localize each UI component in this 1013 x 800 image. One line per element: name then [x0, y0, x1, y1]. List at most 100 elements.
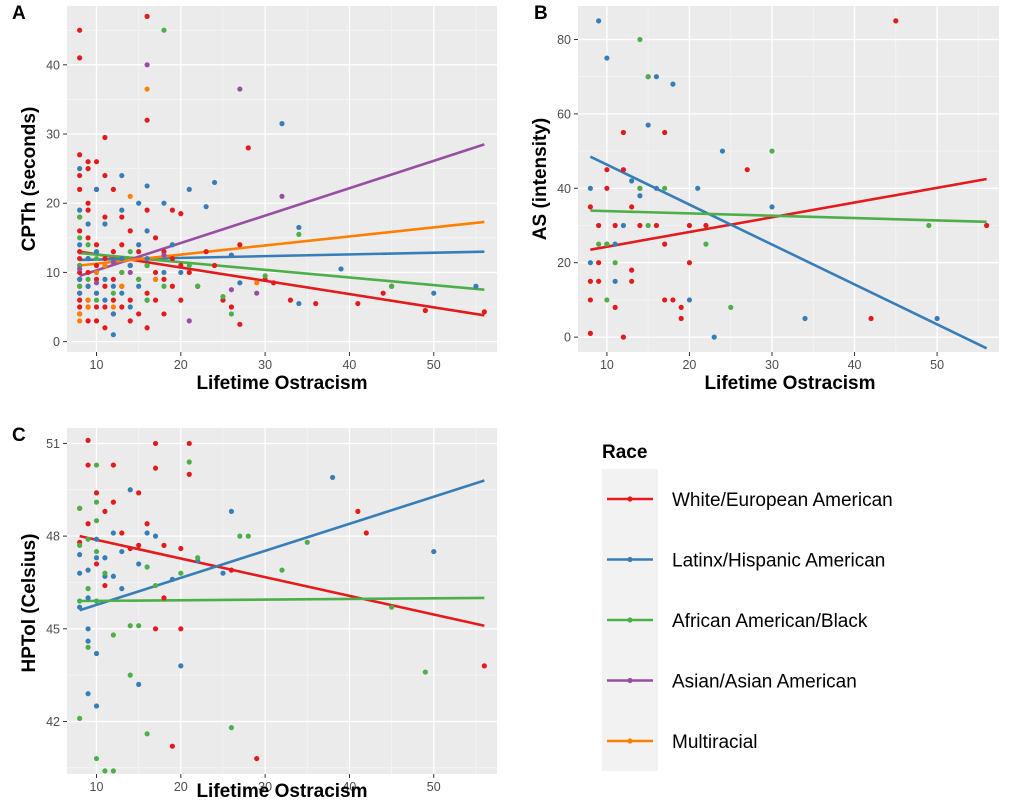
panel-c-points: [77, 437, 487, 774]
panel-c-point-latinx-hispanic-american: [110, 573, 116, 579]
panel-a-point-white-european-american: [85, 207, 91, 213]
panel-c-point-african-american-black: [127, 672, 133, 678]
panel-c-point-latinx-hispanic-american: [85, 691, 91, 697]
panel-a-point-white-european-american: [127, 318, 133, 324]
panel-c-point-african-american-black: [110, 768, 116, 774]
panel-a-point-multiracial: [85, 297, 91, 303]
panel-b-point-latinx-hispanic-american: [719, 148, 726, 154]
panel-b-point-white-european-american: [587, 330, 593, 336]
panel-b-point-white-european-american: [744, 167, 750, 173]
panel-a-point-african-american-black: [144, 262, 150, 269]
panel-b-point-white-european-american: [629, 204, 635, 210]
panel-b-x-tick-label: 20: [682, 358, 696, 372]
panel-c-point-white-european-american: [355, 508, 361, 515]
panel-a-point-latinx-hispanic-american: [279, 121, 285, 127]
panel-a-point-white-european-american: [237, 242, 243, 248]
panel-a-point-latinx-hispanic-american: [85, 255, 91, 262]
panel-a-point-white-european-american: [203, 249, 209, 255]
legend-label-white-european-american: White/European American: [672, 490, 893, 511]
panel-b-point-latinx-hispanic-american: [587, 260, 593, 266]
panel-a-point-white-european-american: [93, 318, 100, 324]
panel-b-point-white-european-american: [612, 304, 618, 310]
panel-c-point-african-american-black: [77, 715, 83, 721]
panel-a-point-latinx-hispanic-american: [136, 200, 142, 206]
panel-a-point-white-european-american: [161, 276, 167, 282]
panel-a-point-white-european-american: [178, 211, 184, 217]
panel-a-point-white-european-american: [119, 214, 125, 220]
panel-b-point-african-american-black: [645, 222, 651, 229]
panel-b-point-white-european-american: [604, 167, 610, 173]
panel-a-point-african-american-black: [110, 290, 116, 296]
panel-a-point-multiracial: [127, 193, 133, 199]
panel-b-point-latinx-hispanic-american: [612, 278, 618, 284]
panel-a-point-african-american-black: [85, 276, 91, 282]
panel-a-point-latinx-hispanic-american: [119, 255, 125, 262]
panel-c-point-white-european-american: [363, 530, 369, 536]
panel-a-point-white-european-american: [144, 117, 150, 123]
panel-a-point-latinx-hispanic-american: [169, 242, 175, 248]
panel-b-point-white-european-american: [596, 278, 602, 284]
panel-b-fit-line-white-european-american: [590, 177, 987, 251]
panel-a-y-tick-label: 30: [46, 128, 60, 142]
panel-b-point-white-european-american: [686, 260, 693, 266]
panel-b-point-white-european-american: [984, 222, 990, 229]
panel-a-y-tick-label: 10: [46, 266, 60, 280]
panel-c-point-latinx-hispanic-american: [119, 548, 125, 555]
panel-a-letter: A: [12, 3, 26, 24]
panel-a-x-tick-label: 30: [258, 358, 272, 372]
panel-c-point-white-european-american: [119, 530, 125, 536]
panel-b-point-african-american-black: [703, 241, 709, 247]
legend: Race White/European American Latinx/Hispa…: [602, 442, 893, 771]
panel-c-point-african-american-black: [102, 570, 108, 576]
legend-key-point-multiracial: [627, 738, 633, 744]
panel-c-point-latinx-hispanic-american: [102, 555, 108, 561]
panel-a-point-latinx-hispanic-american: [431, 290, 437, 296]
panel-a-point-african-american-black: [77, 235, 83, 241]
panel-c-point-latinx-hispanic-american: [329, 474, 336, 481]
panel-b-point-white-european-american: [653, 222, 660, 229]
panel-a-point-white-european-american: [119, 304, 125, 310]
panel-a-point-white-european-american: [102, 325, 108, 331]
panel-a-point-asian-asian-american: [77, 266, 83, 272]
panel-a-point-white-european-american: [110, 249, 116, 255]
panel-b-point-latinx-hispanic-american: [596, 18, 602, 24]
panel-a-point-white-european-american: [270, 280, 277, 286]
panel-a-point-african-american-black: [93, 297, 100, 303]
panel-a-point-white-european-american: [186, 269, 192, 276]
panel-c-point-white-european-american: [136, 490, 142, 496]
panel-a-point-white-european-american: [93, 159, 100, 165]
panel-a-point-white-european-american: [77, 228, 83, 234]
panel-a-point-multiracial: [110, 304, 116, 310]
panel-c-point-white-european-american: [254, 755, 260, 762]
panel-c-point-white-european-american: [127, 545, 133, 552]
panel-b-fit-line-african-american-black: [590, 209, 987, 224]
panel-b-point-latinx-hispanic-american: [934, 315, 940, 322]
panel-a-point-white-european-american: [169, 283, 175, 289]
panel-a-point-white-european-american: [245, 145, 251, 151]
panel-a-point-asian-asian-american: [93, 280, 100, 286]
panel-a-point-white-european-american: [85, 166, 91, 172]
panel-a-point-african-american-black: [119, 269, 125, 276]
panel-b-point-white-european-american: [893, 18, 899, 24]
panel-a-x-tick-label: 10: [90, 358, 104, 372]
panel-a-fit-line-asian-asian-american: [79, 143, 485, 278]
panel-b-point-latinx-hispanic-american: [711, 334, 717, 340]
panel-a-point-latinx-hispanic-american: [93, 290, 100, 296]
panel-c-fit-line-white-european-american: [79, 534, 485, 627]
panel-a-point-white-european-american: [287, 297, 294, 303]
panel-b: B 10 20 30 40 50 0 20 40 60 80 Lifetime Ostracis…: [530, 3, 999, 394]
panel-c-point-white-european-american: [186, 471, 192, 477]
panel-a-point-white-european-american: [77, 172, 83, 179]
panel-a-point-white-european-american: [169, 207, 175, 213]
legend-key-point-white-european-american: [627, 496, 633, 502]
panel-c-fit-line-latinx-hispanic-american: [79, 479, 485, 612]
panel-a-point-multiracial: [119, 283, 125, 289]
panel-a-point-white-european-american: [178, 262, 184, 269]
panel-c-point-white-european-american: [161, 542, 167, 548]
panel-c: C 10 20 30 40 50 42 45 48 51 Lifetime Ostracism…: [12, 425, 497, 800]
legend-label-asian-asian-american: Asian/Asian American: [672, 672, 857, 693]
panel-c-point-latinx-hispanic-american: [144, 530, 150, 536]
panel-a-point-multiracial: [93, 269, 100, 276]
panel-a-y-tick-label: 0: [53, 335, 60, 349]
panel-a-point-asian-asian-american: [161, 252, 167, 258]
